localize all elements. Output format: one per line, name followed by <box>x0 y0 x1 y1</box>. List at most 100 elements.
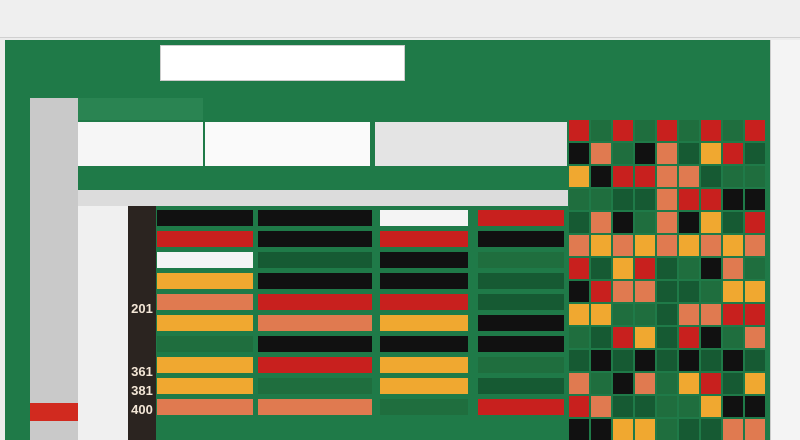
heatmap-cell <box>613 396 633 417</box>
heatmap-cell <box>613 189 633 210</box>
heatmap-cell <box>569 350 589 371</box>
heatmap-cell <box>635 304 655 325</box>
heatmap-cell <box>679 120 699 141</box>
heatmap-cell <box>569 189 589 210</box>
heatmap-cell <box>657 258 677 279</box>
heatmap-cell <box>679 281 699 302</box>
heatmap-cell <box>613 212 633 233</box>
cell <box>380 399 468 415</box>
heatmap-cell <box>723 120 743 141</box>
heatmap-cell <box>723 350 743 371</box>
cell <box>258 315 372 331</box>
heatmap-cell <box>569 373 589 394</box>
heatmap-cell <box>569 419 589 440</box>
heatmap-cell <box>745 281 765 302</box>
heatmap-cell <box>701 235 721 256</box>
heatmap-cell <box>613 143 633 164</box>
heatmap-cell <box>745 350 765 371</box>
heatmap-cell <box>745 419 765 440</box>
heatmap-cell <box>701 419 721 440</box>
heatmap-cell <box>723 373 743 394</box>
cell <box>258 252 372 268</box>
search-box[interactable] <box>160 45 405 81</box>
cell <box>258 273 372 289</box>
heatmap-cell <box>701 350 721 371</box>
cell <box>478 336 564 352</box>
cell <box>258 294 372 310</box>
cell <box>258 357 372 373</box>
heatmap-cell <box>745 189 765 210</box>
heatmap-cell <box>635 235 655 256</box>
ribbon-tabs <box>78 98 203 120</box>
heatmap-cell <box>613 120 633 141</box>
heatmap-cell <box>657 120 677 141</box>
heatmap-cell <box>569 327 589 348</box>
heatmap-cell <box>635 143 655 164</box>
side-panel <box>770 40 800 440</box>
cell-area <box>78 122 203 166</box>
heatmap-cell <box>679 258 699 279</box>
cell <box>258 336 372 352</box>
heatmap-cell <box>679 373 699 394</box>
cell <box>478 315 564 331</box>
row-label: 201 <box>131 301 153 316</box>
heatmap-cell <box>679 350 699 371</box>
heatmap-cell <box>723 189 743 210</box>
cell <box>157 315 253 331</box>
heatmap-cell <box>745 143 765 164</box>
cell <box>380 294 468 310</box>
selected-row <box>30 403 78 421</box>
heatmap-cell <box>723 396 743 417</box>
cell <box>258 399 372 415</box>
cell <box>380 273 468 289</box>
heatmap-cell <box>591 258 611 279</box>
heatmap-cell <box>635 350 655 371</box>
row-label: 400 <box>131 402 153 417</box>
heatmap-cell <box>657 212 677 233</box>
heatmap-cell <box>701 212 721 233</box>
heatmap-cell <box>591 120 611 141</box>
heatmap-cell <box>679 189 699 210</box>
cell <box>157 252 253 268</box>
cell <box>380 378 468 394</box>
heatmap-cell <box>635 327 655 348</box>
heatmap-cell <box>723 212 743 233</box>
heatmap-cell <box>591 304 611 325</box>
heatmap-cell <box>679 143 699 164</box>
heatmap-cell <box>569 304 589 325</box>
cell <box>380 231 468 247</box>
heatmap-cell <box>635 189 655 210</box>
heatmap-cell <box>701 166 721 187</box>
heatmap-cell <box>635 281 655 302</box>
heatmap-cell <box>723 304 743 325</box>
heatmap-cell <box>635 373 655 394</box>
cell <box>157 357 253 373</box>
heatmap-cell <box>591 143 611 164</box>
heatmap-cell <box>591 281 611 302</box>
heatmap-cell <box>701 396 721 417</box>
heatmap-cell <box>679 212 699 233</box>
header-cells <box>375 122 567 166</box>
heatmap-cell <box>591 189 611 210</box>
heatmap-cell <box>723 235 743 256</box>
label-column <box>78 206 128 440</box>
heatmap-cell <box>613 258 633 279</box>
heatmap-cell <box>657 189 677 210</box>
heatmap-cell <box>635 396 655 417</box>
cell <box>478 399 564 415</box>
row-label: 361 <box>131 364 153 379</box>
cell <box>258 231 372 247</box>
cell <box>157 378 253 394</box>
heatmap-cell <box>701 258 721 279</box>
heatmap-cell <box>723 419 743 440</box>
row-header-column <box>30 98 78 440</box>
heatmap-cell <box>679 304 699 325</box>
heatmap-cell <box>745 373 765 394</box>
icon-column <box>128 206 156 440</box>
heatmap-cell <box>569 166 589 187</box>
cell <box>157 336 253 352</box>
heatmap-cell <box>591 419 611 440</box>
row-label: 381 <box>131 383 153 398</box>
cell <box>380 252 468 268</box>
